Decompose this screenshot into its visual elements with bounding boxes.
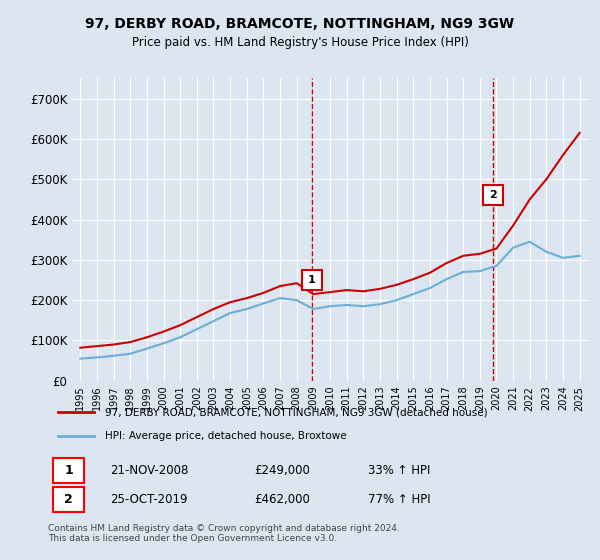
Text: Contains HM Land Registry data © Crown copyright and database right 2024.
This d: Contains HM Land Registry data © Crown c… [48, 524, 400, 543]
Text: £462,000: £462,000 [254, 493, 310, 506]
FancyBboxPatch shape [53, 487, 84, 512]
Text: £249,000: £249,000 [254, 464, 310, 477]
Text: 2: 2 [489, 189, 497, 199]
Text: 1: 1 [308, 276, 316, 286]
Text: 97, DERBY ROAD, BRAMCOTE, NOTTINGHAM, NG9 3GW (detached house): 97, DERBY ROAD, BRAMCOTE, NOTTINGHAM, NG… [105, 408, 487, 418]
Text: Price paid vs. HM Land Registry's House Price Index (HPI): Price paid vs. HM Land Registry's House … [131, 36, 469, 49]
Text: 33% ↑ HPI: 33% ↑ HPI [368, 464, 430, 477]
FancyBboxPatch shape [53, 458, 84, 483]
Text: 2: 2 [64, 493, 73, 506]
Text: HPI: Average price, detached house, Broxtowe: HPI: Average price, detached house, Brox… [105, 431, 346, 441]
Text: 1: 1 [64, 464, 73, 477]
Text: 97, DERBY ROAD, BRAMCOTE, NOTTINGHAM, NG9 3GW: 97, DERBY ROAD, BRAMCOTE, NOTTINGHAM, NG… [85, 17, 515, 31]
Text: 25-OCT-2019: 25-OCT-2019 [110, 493, 187, 506]
Text: 77% ↑ HPI: 77% ↑ HPI [368, 493, 431, 506]
Text: 21-NOV-2008: 21-NOV-2008 [110, 464, 188, 477]
